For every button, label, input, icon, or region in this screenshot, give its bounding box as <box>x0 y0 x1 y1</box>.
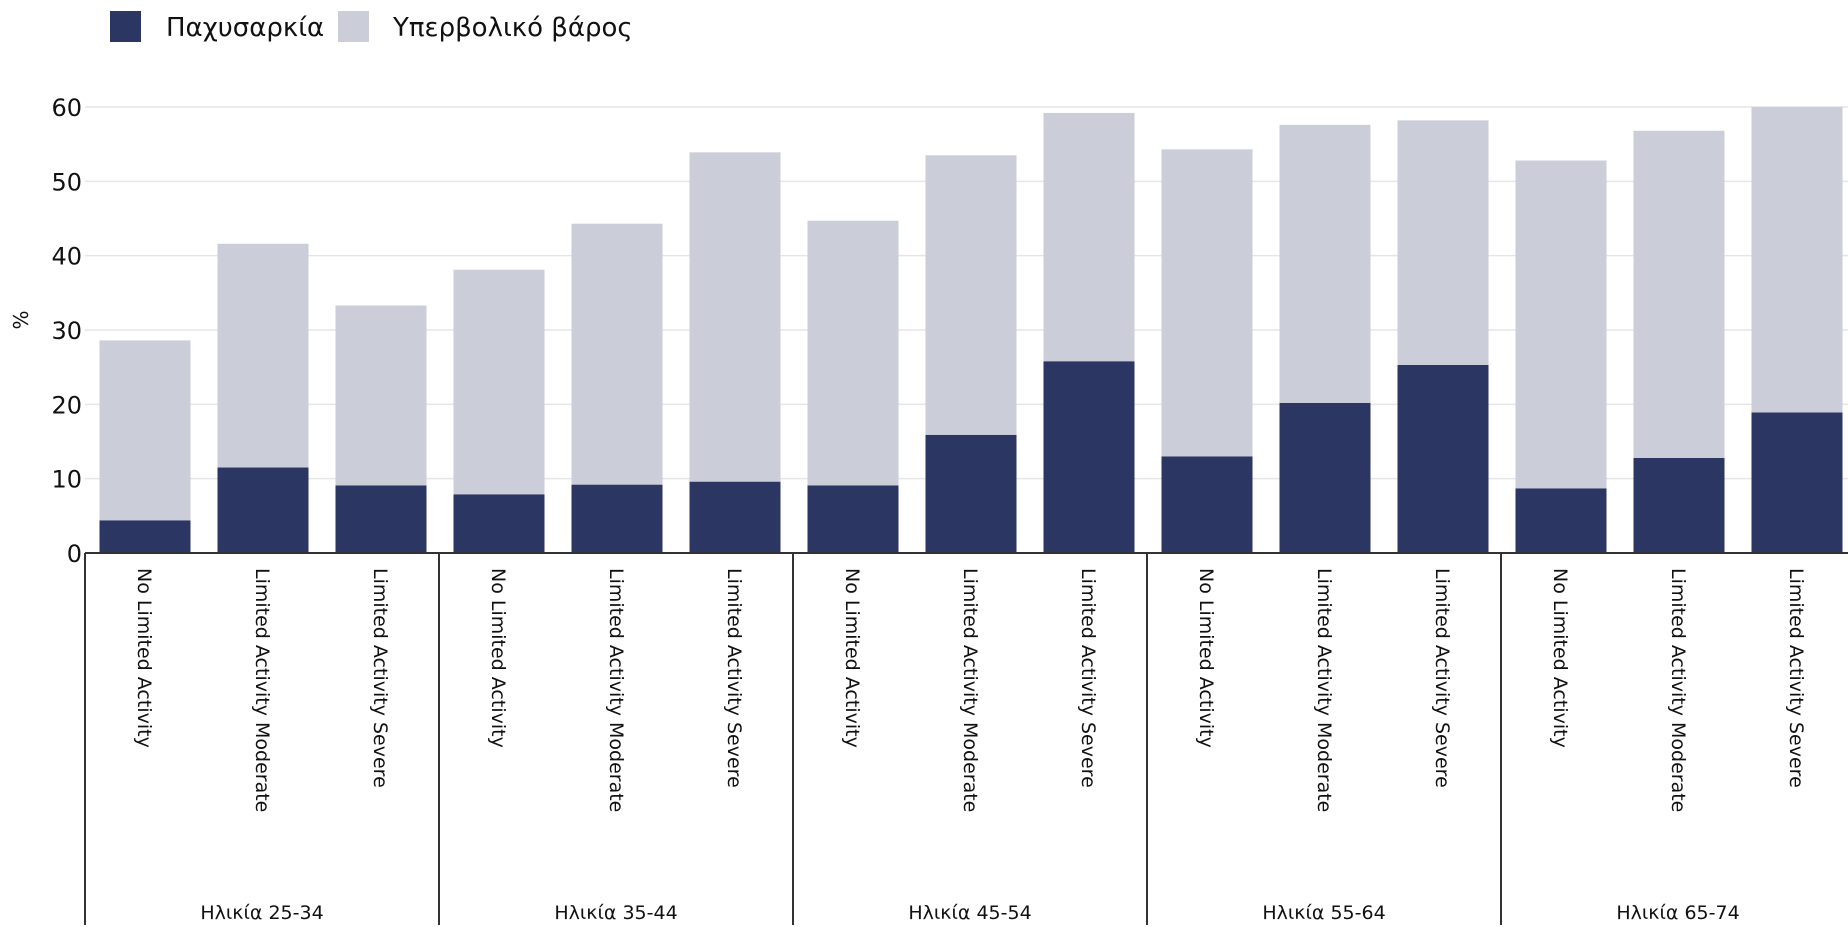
x-tick-label: Limited Activity Severe <box>369 568 391 788</box>
x-axis: No Limited Activity Limited Activity Mode… <box>84 552 1848 925</box>
x-tick-label: Limited Activity Moderate <box>1313 568 1335 812</box>
bar-obesity-3 <box>335 485 427 553</box>
x-tick-label: Limited Activity Severe <box>1785 568 1807 788</box>
bar-overweight-11 <box>1279 124 1371 403</box>
bar-obesity-9 <box>1043 361 1135 553</box>
y-tick-label: 10 <box>51 466 82 494</box>
bar-obesity-5 <box>571 484 663 553</box>
x-tick-label: Limited Activity Severe <box>1077 568 1099 788</box>
group-label-4: Ηλικία 55-64 <box>1262 902 1385 924</box>
bar-obesity-11 <box>1279 402 1371 553</box>
x-tick-label: Limited Activity Moderate <box>605 568 627 812</box>
bar-overweight-10 <box>1161 149 1253 457</box>
bar-obesity-12 <box>1397 364 1489 553</box>
group-label-2: Ηλικία 35-44 <box>554 902 677 924</box>
x-tick-label: No Limited Activity <box>133 568 155 748</box>
bar-obesity-4 <box>453 494 545 553</box>
x-tick-label: Limited Activity Moderate <box>1667 568 1689 812</box>
bar-overweight-8 <box>925 155 1017 435</box>
bar-obesity-7 <box>807 485 899 553</box>
bar-overweight-14 <box>1633 130 1725 458</box>
y-tick-label: 20 <box>51 391 82 419</box>
legend-swatch-1 <box>110 11 141 42</box>
x-tick-label: No Limited Activity <box>841 568 863 748</box>
bar-obesity-1 <box>99 520 191 553</box>
bar-obesity-13 <box>1515 488 1607 553</box>
legend-label-1: Παχυσαρκία <box>166 13 324 43</box>
bar-overweight-7 <box>807 220 899 486</box>
bar-overweight-9 <box>1043 112 1135 362</box>
bar-obesity-15 <box>1751 412 1843 553</box>
legend: Παχυσαρκία Υπερβολικό βάρος <box>110 11 633 43</box>
bar-obesity-6 <box>689 481 781 553</box>
group-label-3: Ηλικία 45-54 <box>908 902 1031 924</box>
x-tick-label: Limited Activity Severe <box>1431 568 1453 788</box>
bar-overweight-4 <box>453 269 545 495</box>
x-tick-label: No Limited Activity <box>1549 568 1571 748</box>
y-tick-label: 0 <box>67 540 82 568</box>
x-tick-label: Limited Activity Severe <box>723 568 745 788</box>
x-tick-label: Limited Activity Moderate <box>959 568 981 812</box>
bar-overweight-1 <box>99 340 191 521</box>
bar-overweight-2 <box>217 243 309 468</box>
y-tick-label: 60 <box>51 94 82 122</box>
bar-obesity-14 <box>1633 457 1725 553</box>
y-axis-label: % <box>9 310 33 329</box>
group-label-5: Ηλικία 65-74 <box>1616 902 1739 924</box>
bar-overweight-5 <box>571 223 663 485</box>
legend-swatch-2 <box>338 11 369 42</box>
legend-label-2: Υπερβολικό βάρος <box>392 13 633 43</box>
y-axis: 0 10 20 30 40 50 60% <box>9 94 82 568</box>
bar-overweight-3 <box>335 305 427 486</box>
bar-obesity-2 <box>217 467 309 553</box>
x-tick-label: No Limited Activity <box>487 568 509 748</box>
bars <box>99 107 1843 553</box>
bar-obesity-8 <box>925 434 1017 553</box>
bar-overweight-15 <box>1751 107 1843 413</box>
y-tick-label: 50 <box>51 168 82 196</box>
group-label-1: Ηλικία 25-34 <box>200 902 323 924</box>
bar-overweight-12 <box>1397 120 1489 365</box>
x-tick-label: Limited Activity Moderate <box>251 568 273 812</box>
y-tick-label: 40 <box>51 243 82 271</box>
y-tick-label: 30 <box>51 317 82 345</box>
bar-overweight-13 <box>1515 160 1607 489</box>
bar-obesity-10 <box>1161 456 1253 553</box>
bar-overweight-6 <box>689 152 781 482</box>
x-tick-label: No Limited Activity <box>1195 568 1217 748</box>
